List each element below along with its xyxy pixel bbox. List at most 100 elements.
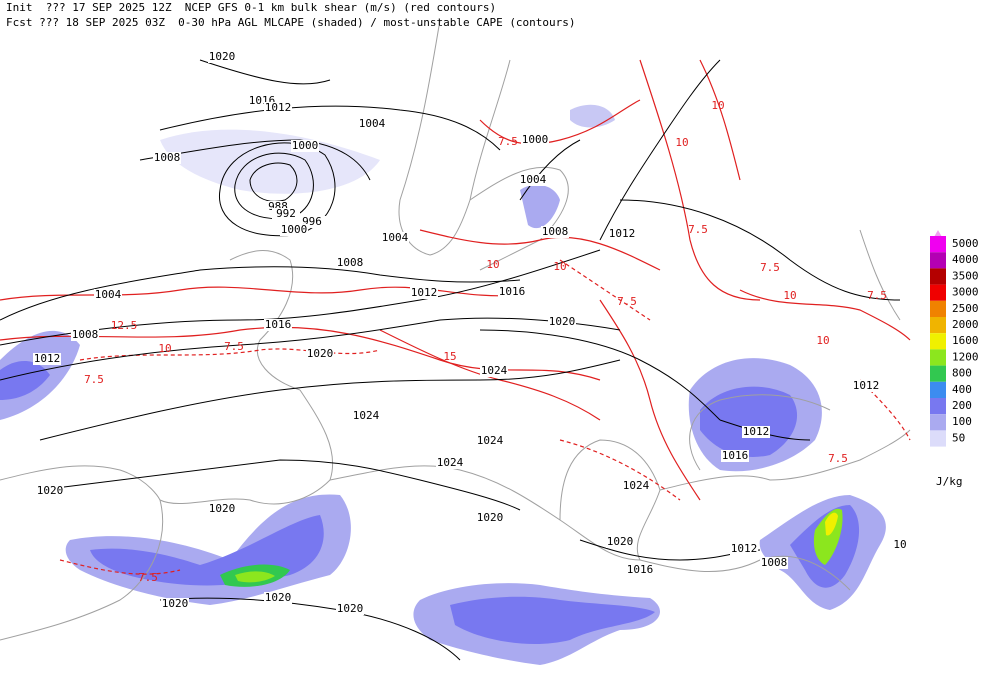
isobar — [0, 317, 621, 381]
isobar-label: 1012 — [743, 425, 770, 438]
isobar-label: 1004 — [95, 288, 122, 301]
isobar-label: 1020 — [209, 502, 236, 515]
isobar-label: 1016 — [627, 563, 654, 576]
label-bg — [94, 289, 122, 301]
isobar-label: 1008 — [542, 225, 569, 238]
shear-contour — [639, 59, 761, 301]
isobar — [619, 199, 901, 301]
isobar-label: 1012 — [265, 101, 292, 114]
label-bg — [36, 485, 64, 497]
label-bg — [548, 316, 576, 328]
isobar-label: 1020 — [162, 597, 189, 610]
label-bg — [336, 257, 364, 269]
legend-label: 3500 — [952, 269, 979, 282]
shear-contour — [599, 299, 701, 501]
coastline — [0, 465, 161, 501]
shear-label: 7.5 — [617, 295, 637, 308]
legend-label: 800 — [952, 367, 972, 380]
isobar-label: 1020 — [477, 511, 504, 524]
label-bg — [280, 224, 308, 236]
isobar-label: 1004 — [382, 231, 409, 244]
label-bg — [264, 592, 292, 604]
shear-contour — [0, 286, 521, 301]
coastlines — [0, 19, 911, 641]
label-bg — [358, 118, 386, 130]
isobar-label: 1000 — [292, 139, 319, 152]
legend-label: 2500 — [952, 302, 979, 315]
legend-swatch — [930, 333, 946, 350]
label-bg — [33, 353, 61, 365]
shear-label: 10 — [675, 136, 688, 149]
legend-swatch — [930, 300, 946, 317]
isobar-label: 1008 — [761, 556, 788, 569]
coastline — [689, 394, 831, 471]
legend-label: 1600 — [952, 334, 979, 347]
label-bg — [436, 457, 464, 469]
legend-swatch — [930, 317, 946, 334]
cape-area — [450, 596, 655, 645]
label-bg — [291, 140, 319, 152]
shear-label: 12.5 — [111, 319, 138, 332]
coastline — [639, 555, 851, 591]
shear-label: 10 — [816, 334, 829, 347]
isobar — [199, 59, 331, 85]
shear-contour — [0, 326, 601, 381]
isobar-label: 992 — [276, 207, 296, 220]
isobar — [599, 59, 721, 241]
cape-area — [160, 129, 380, 194]
isobars — [0, 59, 901, 661]
coastline — [159, 389, 334, 505]
legend-swatch — [930, 398, 946, 415]
isobar-label: 1012 — [609, 227, 636, 240]
isobar — [159, 105, 501, 151]
label-bg — [161, 598, 189, 610]
isobar-label: 1020 — [549, 315, 576, 328]
shear-label: 7.5 — [828, 452, 848, 465]
shear-contours — [0, 59, 911, 575]
shear-label: 10 — [711, 99, 724, 112]
label-bg — [742, 426, 770, 438]
isobar-label: 1000 — [522, 133, 549, 146]
legend-swatch — [930, 252, 946, 269]
coastline — [559, 439, 661, 561]
label-bg — [626, 564, 654, 576]
label-bg — [480, 365, 508, 377]
label-bg — [760, 557, 788, 569]
cape-shading — [0, 104, 886, 665]
label-bg — [272, 208, 300, 220]
legend-swatch — [930, 414, 946, 431]
label-bg — [336, 603, 364, 615]
shear-label: 7.5 — [688, 223, 708, 236]
coastline — [659, 429, 911, 491]
label-bg — [381, 232, 409, 244]
isobar-label: 1016 — [722, 449, 749, 462]
shear-contour — [419, 229, 661, 271]
isobar-label: 10 — [893, 538, 906, 551]
legend: 5000 4000 3500 3000 2500 2000 1600 1200 800 400 20… — [930, 236, 979, 447]
cape-area — [520, 184, 560, 229]
isobar-label: 1024 — [623, 479, 650, 492]
isobar-label: 1024 — [353, 409, 380, 422]
cape-area — [235, 571, 275, 583]
header-line: Fcst ??? 18 SEP 2025 03Z 0-30 hPa AGL ML… — [6, 16, 576, 29]
shear-contour — [699, 59, 741, 181]
isobar-label: 1020 — [337, 602, 364, 615]
label-bg — [208, 503, 236, 515]
isobar-label: 1016 — [265, 318, 292, 331]
legend-label: 5000 — [952, 237, 979, 250]
legend-label: 3000 — [952, 286, 979, 299]
isobar-label: 1008 — [154, 151, 181, 164]
coastline — [0, 499, 164, 641]
legend-swatch — [930, 268, 946, 285]
isobar-label: 1020 — [307, 347, 334, 360]
legend-unit: J/kg — [936, 475, 963, 488]
isobar-label: 1020 — [265, 591, 292, 604]
label-bg — [71, 329, 99, 341]
isobar-label: 1020 — [607, 535, 634, 548]
label-bg — [886, 539, 914, 551]
isobar-label: 1008 — [337, 256, 364, 269]
shear-label: 10 — [553, 260, 566, 273]
shear-contour — [479, 99, 641, 145]
isobar — [0, 249, 601, 346]
label-bg — [721, 450, 749, 462]
